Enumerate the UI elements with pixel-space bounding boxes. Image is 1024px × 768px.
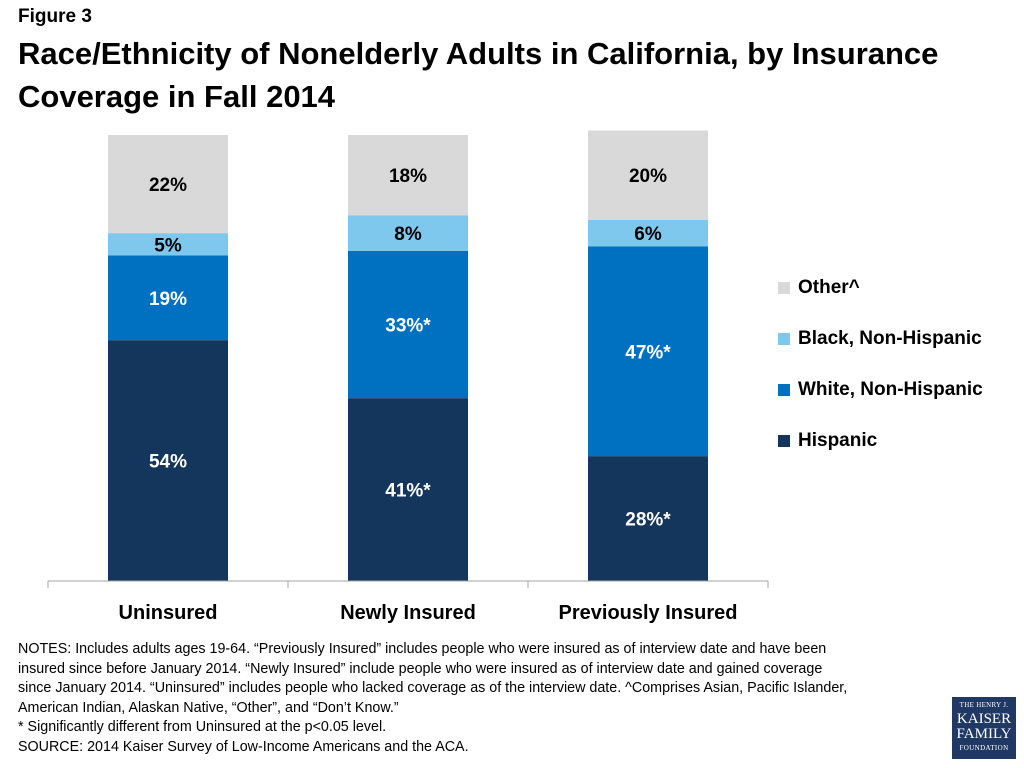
data-label: 33%* (385, 316, 431, 337)
chart-legend: Other^ Black, Non-Hispanic White, Non-Hisp… (778, 262, 983, 466)
bar-segment (108, 233, 228, 256)
legend-swatch (778, 281, 790, 294)
legend-swatch (778, 332, 790, 345)
legend-label: White, Non-Hispanic (798, 378, 983, 400)
kff-logo: THE HENRY J. KAISER FAMILY FOUNDATION (952, 697, 1016, 759)
legend-item: Other^ (778, 262, 983, 313)
data-label: 20% (629, 166, 667, 187)
bar-segment (348, 215, 468, 251)
legend-item: White, Non-Hispanic (778, 364, 983, 415)
x-tick-label: Newly Insured (340, 602, 476, 624)
data-label: 28%* (625, 510, 671, 531)
data-label: 54% (149, 452, 187, 473)
x-tick-label: Previously Insured (559, 602, 738, 624)
bar-segment (108, 135, 228, 234)
legend-label: Hispanic (798, 429, 878, 451)
data-label: 22% (149, 175, 187, 196)
data-label: 18% (389, 166, 427, 187)
bar-segment (588, 246, 708, 457)
logo-line: FOUNDATION (959, 744, 1009, 752)
data-label: 5% (154, 235, 182, 256)
data-label: 6% (634, 224, 662, 245)
legend-item: Hispanic (778, 415, 983, 466)
figure-label: Figure 3 (18, 6, 92, 27)
legend-swatch (778, 383, 790, 396)
logo-line: KAISER (956, 711, 1012, 727)
bar-segment (348, 398, 468, 581)
notes-line: NOTES: Includes adults ages 19-64. “Prev… (18, 641, 827, 657)
bar-segment (588, 456, 708, 581)
legend-label: Other^ (798, 276, 860, 298)
source-note: SOURCE: 2014 Kaiser Survey of Low-Income… (18, 738, 469, 755)
bar-segment (588, 130, 708, 220)
data-label: 19% (149, 289, 187, 310)
legend-label: Black, Non-Hispanic (798, 327, 982, 349)
logo-line: FAMILY (956, 726, 1012, 742)
legend-item: Black, Non-Hispanic (778, 313, 983, 364)
bar-segment (348, 135, 468, 216)
notes-block: NOTES: Includes adults ages 19-64. “Prev… (18, 640, 938, 758)
notes-line: insured since before January 2014. “Newl… (18, 660, 823, 677)
notes-line: American Indian, Alaskan Native, “Other”… (18, 699, 399, 716)
logo-line: THE HENRY J. (959, 701, 1009, 709)
bar-segment (108, 340, 228, 581)
legend-swatch (778, 434, 790, 447)
chart-title: Race/Ethnicity of Nonelderly Adults in C… (18, 36, 939, 114)
bar-segment (588, 219, 708, 247)
bar-segment (108, 255, 228, 341)
stacked-bar-chart: 54% 19% 5% 22% Uninsured 41%* 33%* 8% 18% Newly I… (47, 130, 769, 624)
notes-line: since January 2014. “Uninsured” includes… (18, 680, 848, 697)
data-label: 8% (394, 224, 422, 245)
x-tick-label: Uninsured (119, 602, 218, 624)
bar-segment (348, 250, 468, 399)
significance-note: * Significantly different from Uninsured… (18, 719, 387, 736)
data-label: 47%* (625, 342, 671, 363)
data-label: 41%* (385, 481, 431, 502)
